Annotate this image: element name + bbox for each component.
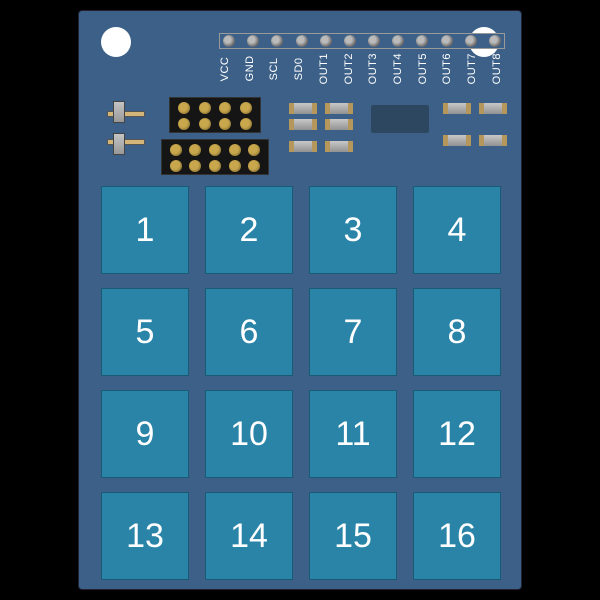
header-pin (465, 35, 477, 47)
smd-component (289, 141, 317, 152)
pin-label: OUT3 (367, 53, 381, 84)
pin-label: OUT1 (318, 53, 332, 84)
key-6[interactable]: 6 (205, 288, 293, 376)
touch-keypad: 1 2 3 4 5 6 7 8 9 10 11 12 13 14 15 16 (101, 186, 501, 580)
key-15[interactable]: 15 (309, 492, 397, 580)
header-pin (441, 35, 453, 47)
key-13[interactable]: 13 (101, 492, 189, 580)
connector-2x4 (169, 97, 261, 133)
pin-label: OUT7 (466, 53, 480, 84)
smd-component (325, 119, 353, 130)
key-16[interactable]: 16 (413, 492, 501, 580)
smd-component (479, 135, 507, 146)
key-1[interactable]: 1 (101, 186, 189, 274)
header-pin (271, 35, 283, 47)
mounting-hole (101, 27, 131, 57)
header-pin (296, 35, 308, 47)
header-pin (368, 35, 380, 47)
pin-labels: VCC GND SCL SD0 OUT1 OUT2 OUT3 OUT4 OUT5… (219, 53, 505, 84)
smd-component (479, 103, 507, 114)
header-pin (416, 35, 428, 47)
smd-component (113, 133, 125, 155)
key-4[interactable]: 4 (413, 186, 501, 274)
pin-label: OUT6 (441, 53, 455, 84)
pin-label: OUT8 (491, 53, 505, 84)
breakout-header (219, 33, 505, 49)
key-5[interactable]: 5 (101, 288, 189, 376)
key-3[interactable]: 3 (309, 186, 397, 274)
header-pin (489, 35, 501, 47)
smd-component (289, 103, 317, 114)
smd-component (443, 135, 471, 146)
smd-component (113, 101, 125, 123)
pin-label: SCL (268, 53, 282, 84)
pin-label: OUT4 (392, 53, 406, 84)
smd-component (325, 141, 353, 152)
key-12[interactable]: 12 (413, 390, 501, 478)
pin-label: SD0 (293, 53, 307, 84)
ic-chip (371, 105, 429, 133)
key-7[interactable]: 7 (309, 288, 397, 376)
key-8[interactable]: 8 (413, 288, 501, 376)
connector-2x5 (161, 139, 269, 175)
header-pin (223, 35, 235, 47)
smd-component (443, 103, 471, 114)
key-11[interactable]: 11 (309, 390, 397, 478)
header-pin (320, 35, 332, 47)
pin-label: OUT2 (343, 53, 357, 84)
key-14[interactable]: 14 (205, 492, 293, 580)
pin-label: OUT5 (417, 53, 431, 84)
key-10[interactable]: 10 (205, 390, 293, 478)
smd-component (289, 119, 317, 130)
pcb-board: VCC GND SCL SD0 OUT1 OUT2 OUT3 OUT4 OUT5… (78, 10, 522, 590)
header-pin (344, 35, 356, 47)
header-pin (392, 35, 404, 47)
key-9[interactable]: 9 (101, 390, 189, 478)
header-pin (247, 35, 259, 47)
pin-label: GND (244, 53, 258, 84)
pin-label: VCC (219, 53, 233, 84)
key-2[interactable]: 2 (205, 186, 293, 274)
smd-component (325, 103, 353, 114)
